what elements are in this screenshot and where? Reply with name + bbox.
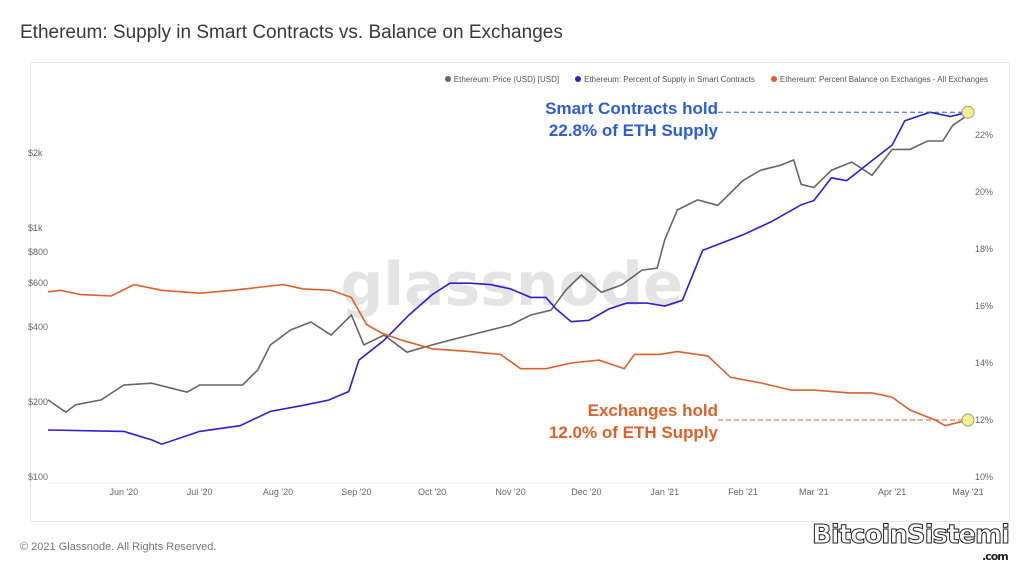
logo-suffix: .com xyxy=(982,550,1009,563)
x-tick-label: Aug '20 xyxy=(263,487,293,497)
legend-item-exchanges[interactable]: Ethereum: Percent Balance on Exchanges -… xyxy=(770,75,988,84)
x-tick-label: Jun '20 xyxy=(109,487,138,497)
legend-label: Ethereum: Price (USD) [USD] xyxy=(453,75,560,84)
price-line xyxy=(47,114,969,414)
legend-label: Ethereum: Percent Balance on Exchanges -… xyxy=(779,75,988,84)
copyright: © 2021 Glassnode. All Rights Reserved. xyxy=(20,541,217,553)
x-tick-label: Feb '21 xyxy=(728,487,758,497)
y-right-tick-label: 18% xyxy=(975,244,993,254)
y-right-tick-label: 20% xyxy=(975,187,993,197)
logo-text: BitcoinSistemi xyxy=(811,520,1010,551)
y-right-tick-label: 16% xyxy=(975,301,993,311)
y-right-tick-label: 22% xyxy=(975,130,993,140)
smart-contracts-annotation: 22.8% of ETH Supply xyxy=(549,121,719,140)
legend-dot xyxy=(770,76,777,82)
x-tick-label: Mar '21 xyxy=(799,487,829,497)
smart-contracts-line xyxy=(47,111,969,446)
legend-dot xyxy=(444,76,451,82)
legend: Ethereum: Price (USD) [USD] Ethereum: Pe… xyxy=(444,75,988,84)
y-right-tick-label: 14% xyxy=(975,358,993,368)
legend-label: Ethereum: Percent of Supply in Smart Con… xyxy=(584,75,755,84)
x-tick-label: Jan '21 xyxy=(650,487,679,497)
y-right-tick-label: 12% xyxy=(975,415,993,425)
x-tick-label: Oct '20 xyxy=(418,487,446,497)
legend-dot xyxy=(575,76,582,82)
exchanges-line xyxy=(47,283,969,427)
x-tick-label: Jul '20 xyxy=(187,487,213,497)
y-left-tick-label: $1k xyxy=(28,223,43,233)
x-tick-label: May '21 xyxy=(952,487,983,497)
exchanges-annotation: Exchanges hold xyxy=(588,401,718,420)
chart-title: Ethereum: Supply in Smart Contracts vs. … xyxy=(20,22,563,43)
smart-contracts-annotation: Smart Contracts hold xyxy=(545,99,718,118)
y-left-tick-label: $800 xyxy=(28,247,48,257)
y-left-tick-label: $2k xyxy=(28,148,43,158)
watermark: glassnode xyxy=(340,250,683,320)
legend-item-smart-contracts[interactable]: Ethereum: Percent of Supply in Smart Con… xyxy=(575,75,755,84)
y-left-tick-label: $100 xyxy=(28,472,48,482)
bitcoinsistemi-logo: BitcoinSistemi .com xyxy=(811,520,1010,564)
chart-frame xyxy=(30,62,1010,522)
annotation-marker xyxy=(961,105,975,119)
x-tick-label: Dec '20 xyxy=(571,487,601,497)
y-right-tick-label: 10% xyxy=(975,472,993,482)
x-tick-label: Nov '20 xyxy=(495,487,525,497)
legend-item-price[interactable]: Ethereum: Price (USD) [USD] xyxy=(444,75,560,84)
annotation-marker xyxy=(961,413,975,427)
x-tick-label: Sep '20 xyxy=(341,487,371,497)
y-left-tick-label: $400 xyxy=(28,322,48,332)
y-left-tick-label: $600 xyxy=(28,278,48,288)
x-tick-label: Apr '21 xyxy=(878,487,906,497)
exchanges-annotation: 12.0% of ETH Supply xyxy=(549,423,719,442)
y-left-tick-label: $200 xyxy=(28,397,48,407)
